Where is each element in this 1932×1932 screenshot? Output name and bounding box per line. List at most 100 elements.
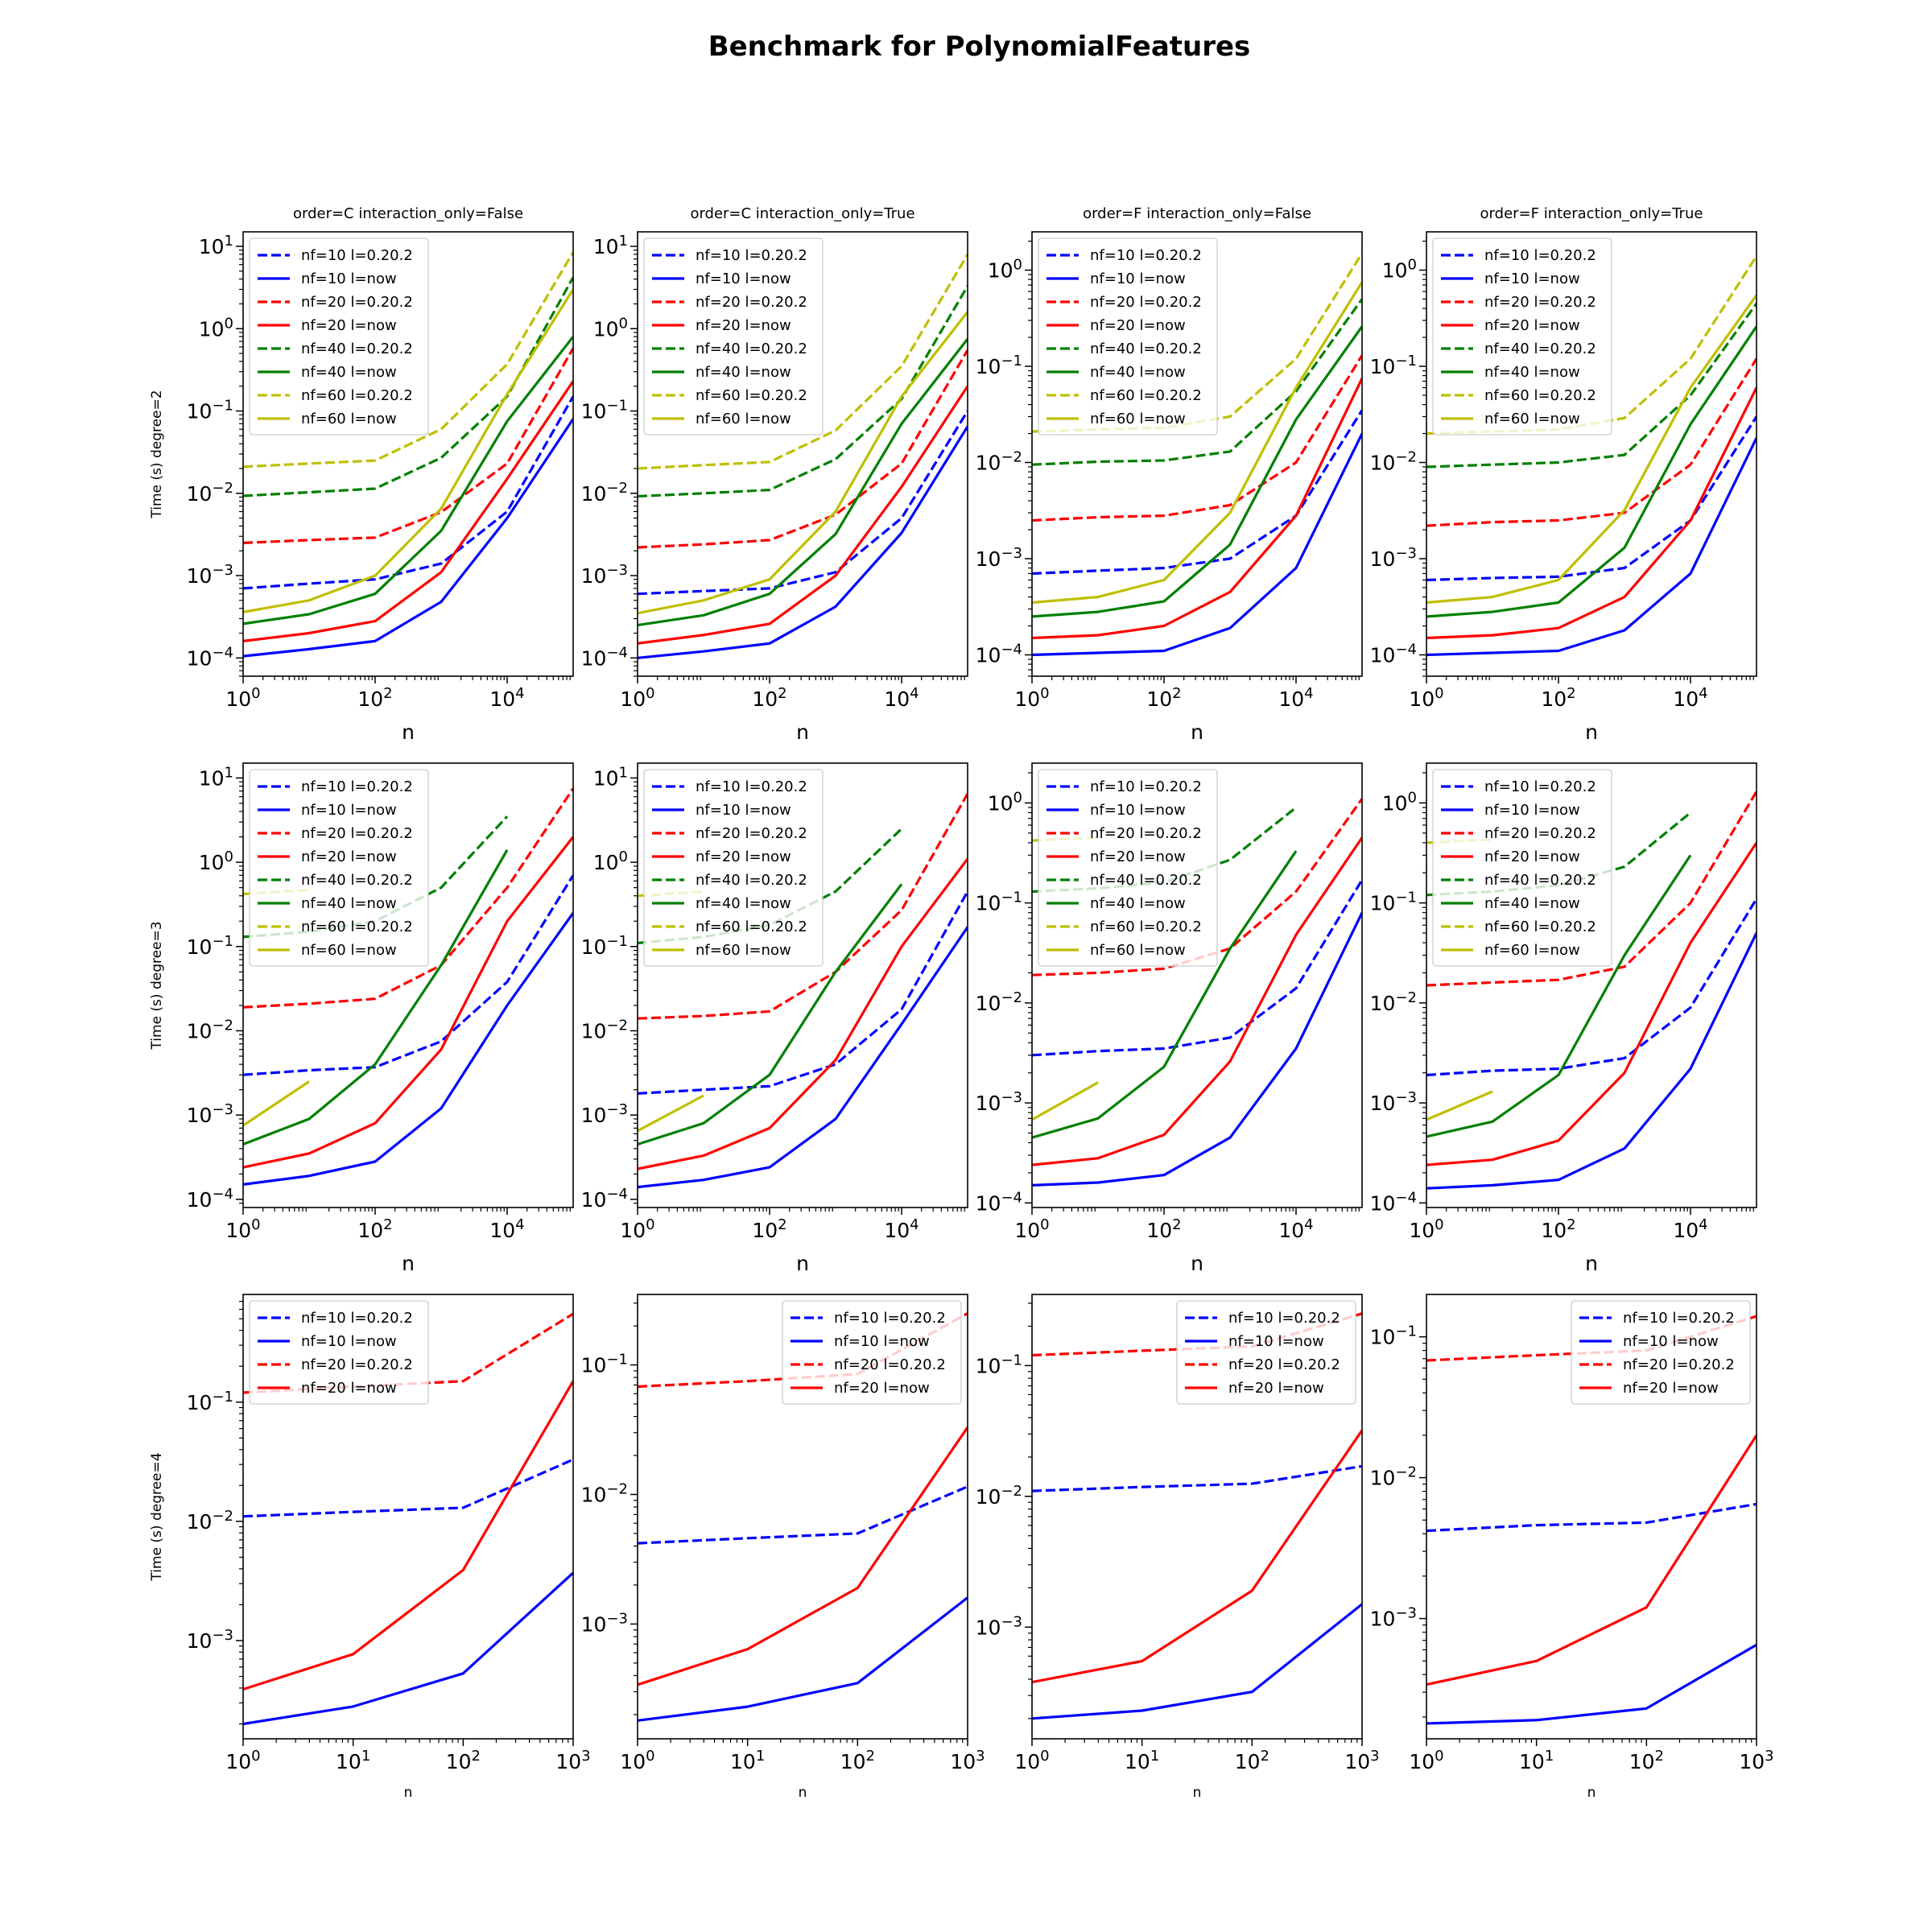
legend-entry: nf=40 l=now: [1090, 895, 1186, 912]
x-minor-ticks: [657, 676, 965, 680]
legend-entry: nf=20 l=now: [301, 1380, 397, 1397]
series-line: [1426, 386, 1757, 640]
series-line: [1032, 325, 1362, 618]
x-tick-label: 104: [1673, 1216, 1707, 1243]
x-tick-label: 101: [1125, 1748, 1159, 1774]
x-tick-label: 102: [840, 1748, 875, 1774]
x-tick-label: 100: [620, 685, 654, 712]
x-tick-label: 100: [225, 1216, 260, 1243]
x-tick-label: 102: [1541, 685, 1575, 712]
y-minor-ticks: [1422, 772, 1426, 1174]
series-group: [243, 787, 573, 1186]
legend-entry: nf=20 l=0.20.2: [1484, 825, 1596, 842]
series-line: [1426, 898, 1757, 1077]
x-tick-label: 100: [1409, 1216, 1443, 1243]
x-tick-label: 102: [1146, 1216, 1181, 1243]
legend: nf=10 l=0.20.2 nf=10 l=now nf=20 l=0.20.2 n…: [1571, 1300, 1751, 1405]
x-tick-label: 103: [555, 1748, 590, 1774]
x-tick-label: 103: [1739, 1748, 1773, 1774]
legend-entry: nf=10 l=0.20.2: [1484, 247, 1596, 264]
x-tick-label: 101: [336, 1748, 370, 1774]
x-tick-label: 103: [950, 1748, 985, 1774]
series-line: [1426, 1090, 1493, 1121]
x-tick-label: 102: [357, 1216, 392, 1243]
subplot-title: order=C interaction_only=False: [293, 205, 523, 222]
series-line: [243, 336, 573, 625]
legend-entry: nf=40 l=0.20.2: [1484, 341, 1596, 357]
legend-entry: nf=60 l=0.20.2: [1090, 919, 1202, 935]
axes-frame: [1426, 762, 1757, 1208]
series-line: [1426, 437, 1757, 657]
x-tick-label: 102: [752, 1216, 786, 1243]
subplot-2: 100 102 104 10−4 10−3 10−2 10−1 100 101 order=C i…: [581, 205, 968, 744]
series-line: [1426, 415, 1757, 582]
y-tick-label: 101: [593, 233, 628, 259]
x-axis-label: n: [799, 1785, 807, 1801]
series-line: [1426, 854, 1692, 1138]
axes-frame: [637, 231, 968, 677]
x-axis-label: n: [1191, 720, 1203, 744]
legend-box: [643, 769, 824, 967]
y-minor-ticks: [1422, 1343, 1426, 1718]
legend-entry: nf=40 l=now: [696, 895, 791, 912]
legend-entry: nf=20 l=0.20.2: [301, 825, 413, 842]
y-tick-label: 10−1: [581, 932, 628, 959]
legend-entry: nf=60 l=0.20.2: [696, 919, 807, 935]
x-tick-label: 104: [489, 1216, 524, 1243]
y-tick-label: 10−2: [581, 479, 628, 506]
series-line: [1426, 1643, 1757, 1725]
y-tick-label: 10−4: [187, 644, 233, 671]
y-tick-label: 10−3: [976, 1089, 1022, 1116]
legend-entry: nf=60 l=now: [301, 411, 397, 427]
series-line: [638, 793, 968, 1020]
series-line: [1426, 303, 1757, 469]
y-tick-label: 10−4: [976, 1189, 1022, 1216]
x-minor-ticks: [657, 1208, 965, 1212]
y-tick-label: 10−3: [976, 545, 1022, 572]
series-line: [1426, 325, 1757, 618]
legend-entry: nf=40 l=now: [1484, 364, 1580, 381]
series-line: [1032, 1603, 1362, 1720]
legend-entry: nf=10 l=now: [696, 270, 791, 287]
series-line: [1032, 378, 1362, 640]
x-minor-ticks: [1459, 1739, 1752, 1743]
legend-entry: nf=60 l=now: [1090, 942, 1186, 959]
legend-box: [1432, 769, 1612, 967]
series-line: [243, 836, 573, 1169]
series-line: [1426, 842, 1757, 1166]
legend-entry: nf=40 l=0.20.2: [696, 872, 807, 889]
y-tick-label: 100: [1382, 789, 1417, 815]
subplot-4: 100 102 104 10−4 10−3 10−2 10−1 100 order=F inte…: [1370, 205, 1757, 744]
legend-entry: nf=60 l=0.20.2: [301, 387, 413, 404]
y-tick-label: 10−1: [581, 397, 628, 423]
series-line: [638, 425, 968, 659]
x-tick-label: 102: [357, 685, 392, 712]
series-line: [638, 1426, 968, 1686]
series-line: [1032, 354, 1362, 522]
x-axis-label: n: [1585, 1252, 1598, 1275]
axes-frame: [637, 1294, 968, 1740]
x-tick-label: 102: [1629, 1748, 1664, 1774]
series-line: [1032, 1429, 1362, 1684]
x-tick-label: 104: [1278, 685, 1313, 712]
legend-entry: nf=10 l=now: [301, 1333, 397, 1350]
legend-entry: nf=20 l=0.20.2: [1090, 294, 1202, 311]
legend: nf=10 l=0.20.2 nf=10 l=now nf=20 l=0.20.2 n…: [643, 769, 824, 967]
legend-entry: nf=10 l=0.20.2: [1090, 247, 1202, 264]
legend: nf=10 l=0.20.2 nf=10 l=now nf=20 l=0.20.2 n…: [249, 769, 429, 967]
subplot-3: 100 102 104 10−4 10−3 10−2 10−1 100 order=F inte…: [976, 205, 1363, 744]
series-line: [638, 285, 968, 498]
y-tick-label: 10−1: [1370, 353, 1417, 379]
y-tick-label: 100: [199, 315, 233, 341]
subplot-title: order=F interaction_only=True: [1480, 205, 1703, 222]
y-tick-label: 100: [988, 789, 1022, 815]
legend-entry: nf=20 l=now: [1090, 848, 1186, 865]
legend-box: [249, 237, 429, 436]
x-minor-ticks: [1051, 676, 1360, 680]
y-tick-label: 10−1: [187, 397, 233, 423]
legend-entry: nf=10 l=0.20.2: [1623, 1310, 1735, 1327]
y-tick-label: 10−4: [581, 644, 628, 671]
series-line: [1032, 912, 1362, 1187]
